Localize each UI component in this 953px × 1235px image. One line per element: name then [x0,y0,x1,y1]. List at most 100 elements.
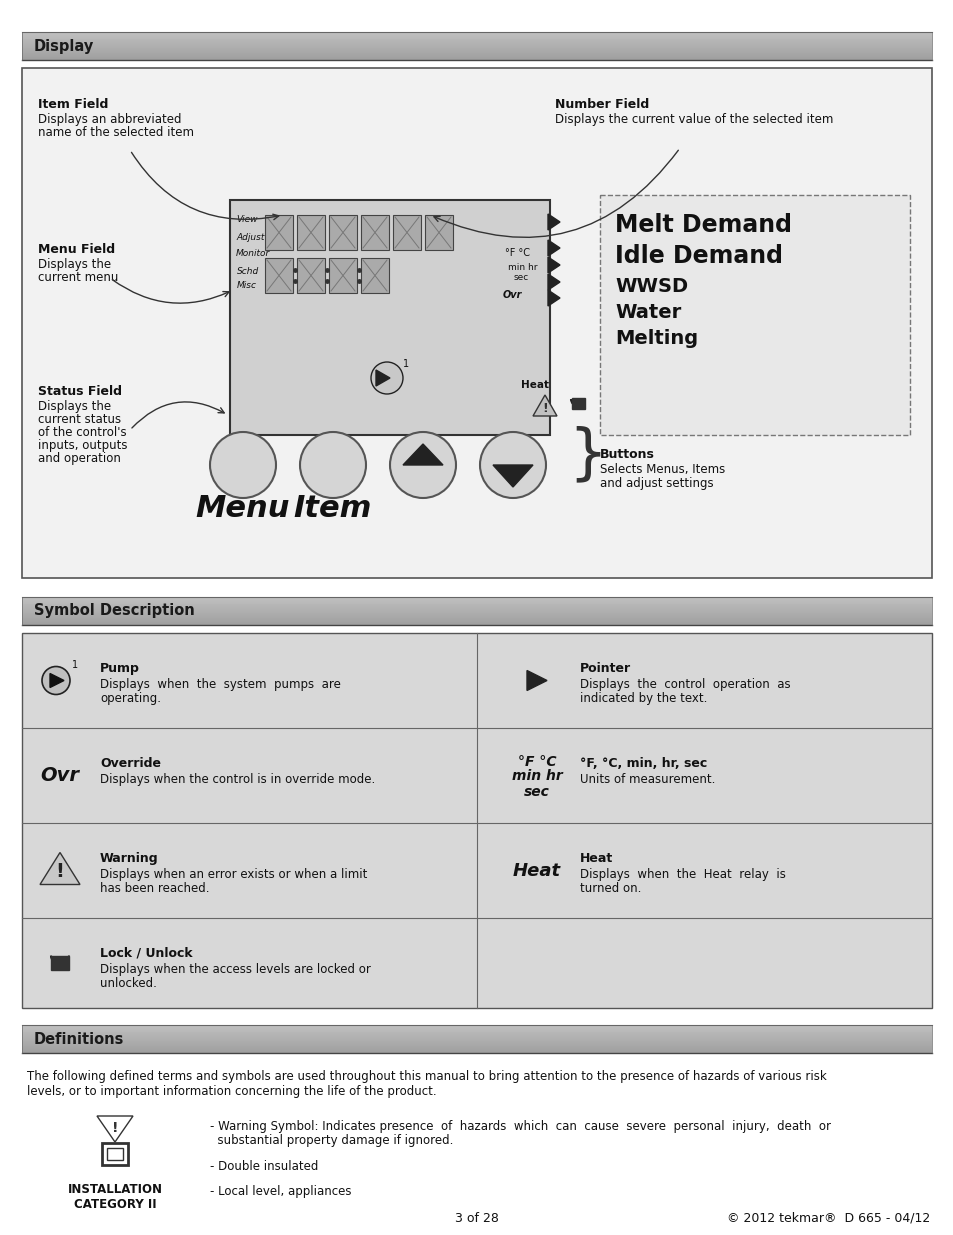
Text: and operation: and operation [38,452,121,466]
Text: °F, °C, min, hr, sec: °F, °C, min, hr, sec [579,757,706,769]
Bar [393,215,420,249]
Bar [51,956,69,969]
Bar [22,1046,931,1049]
Bar [22,53,931,54]
Bar [22,56,931,57]
Bar [22,616,931,618]
Text: Displays  when  the  Heat  relay  is: Displays when the Heat relay is [579,868,785,881]
Bar [22,600,931,601]
Circle shape [390,432,456,498]
Polygon shape [50,673,64,688]
Text: Displays when the control is in override mode.: Displays when the control is in override… [100,773,375,785]
Bar [329,215,356,249]
Bar [572,398,584,409]
Text: Number Field: Number Field [555,98,649,111]
Text: current menu: current menu [38,270,118,284]
Bar [22,33,931,35]
Bar [22,1046,931,1047]
Text: WWSD: WWSD [615,277,687,295]
Bar [22,611,931,613]
Bar [22,33,931,36]
Bar [22,605,931,606]
Bar [360,215,389,249]
Bar [22,49,931,51]
Text: Menu: Menu [195,494,290,522]
Text: Override: Override [100,757,161,769]
Text: min hr: min hr [511,769,561,783]
Bar [360,258,389,293]
Text: Schd: Schd [236,268,259,277]
Text: Pointer: Pointer [579,662,631,676]
Bar [22,1044,931,1045]
Bar [22,1031,931,1032]
Text: Melting: Melting [615,329,698,347]
Bar [22,1025,931,1026]
Circle shape [210,432,275,498]
Bar [265,215,293,249]
Text: Buttons: Buttons [599,448,654,462]
Bar [22,615,931,616]
Text: Status Field: Status Field [38,385,122,398]
Circle shape [479,432,545,498]
Bar [22,1042,931,1044]
Text: !: ! [55,862,65,881]
Text: Displays when an error exists or when a limit: Displays when an error exists or when a … [100,868,367,881]
Text: © 2012 tekmar®  D 665 - 04/12: © 2012 tekmar® D 665 - 04/12 [726,1212,929,1224]
Bar [22,41,931,42]
Text: !: ! [112,1121,118,1135]
Text: Displays the current value of the selected item: Displays the current value of the select… [555,112,833,126]
Bar [22,59,931,61]
Text: min hr: min hr [507,263,537,272]
Polygon shape [533,395,557,416]
Text: Displays  when  the  system  pumps  are: Displays when the system pumps are [100,678,340,692]
Bar [22,1028,931,1029]
Polygon shape [493,466,533,487]
Bar [22,1036,931,1037]
Bar [22,58,931,59]
Text: 3 of 28: 3 of 28 [455,1212,498,1224]
Bar [22,1039,931,1040]
Text: Menu Field: Menu Field [38,243,115,256]
Text: Warning: Warning [100,852,158,864]
Bar [22,51,931,52]
Bar [22,57,931,58]
Bar [22,1029,931,1030]
Text: sec: sec [514,273,529,283]
Polygon shape [40,852,80,884]
Bar [22,48,931,49]
Text: INSTALLATION
CATEGORY II: INSTALLATION CATEGORY II [68,1183,162,1212]
Bar [22,1037,931,1039]
Bar [22,624,931,625]
Text: Misc: Misc [236,280,256,289]
Text: Display: Display [34,38,94,53]
Bar [22,613,931,614]
Bar [22,37,931,40]
Bar [599,195,909,435]
Bar [22,37,931,38]
Text: of the control's: of the control's [38,426,127,438]
Bar [22,1042,931,1044]
Bar [22,604,931,606]
Bar [22,1035,931,1036]
Text: turned on.: turned on. [579,882,640,895]
Text: inputs, outputs: inputs, outputs [38,438,128,452]
Polygon shape [526,671,546,690]
Text: Displays the: Displays the [38,258,111,270]
Text: Water: Water [615,303,680,321]
Polygon shape [547,240,559,256]
Bar [22,609,931,610]
Bar [22,1049,931,1050]
Bar [22,622,931,624]
Polygon shape [97,1116,132,1142]
Text: !: ! [541,401,547,415]
Bar [22,619,931,620]
Bar [22,44,931,46]
Text: - Double insulated: - Double insulated [210,1160,318,1173]
Text: Item: Item [294,494,372,522]
Text: The following defined terms and symbols are used throughout this manual to bring: The following defined terms and symbols … [27,1070,826,1098]
Text: Item Field: Item Field [38,98,109,111]
Polygon shape [547,257,559,273]
Text: Units of measurement.: Units of measurement. [579,773,715,785]
Text: View: View [235,215,257,225]
Bar [22,1032,931,1034]
